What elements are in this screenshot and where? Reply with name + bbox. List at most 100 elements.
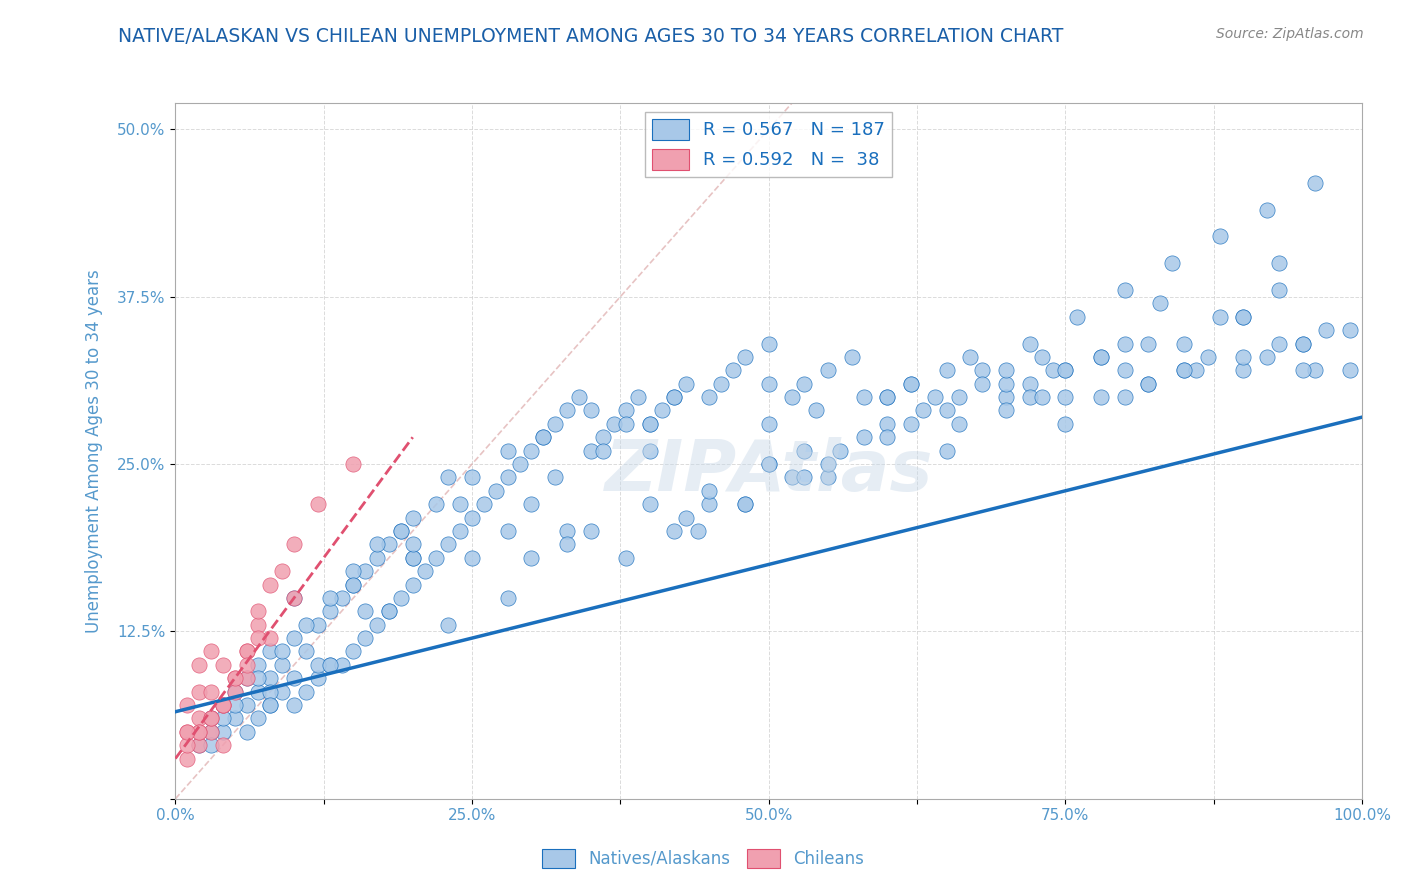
Text: NATIVE/ALASKAN VS CHILEAN UNEMPLOYMENT AMONG AGES 30 TO 34 YEARS CORRELATION CHA: NATIVE/ALASKAN VS CHILEAN UNEMPLOYMENT A… [118,27,1063,45]
Point [1149,296,1171,310]
Point [402,537,425,551]
Point [449,524,471,538]
Point [531,430,554,444]
Point [461,510,484,524]
Point [224,698,246,712]
Point [1268,283,1291,297]
Point [1208,310,1230,324]
Y-axis label: Unemployment Among Ages 30 to 34 years: Unemployment Among Ages 30 to 34 years [86,268,103,632]
Point [758,417,780,431]
Point [876,430,898,444]
Point [366,550,388,565]
Point [271,684,294,698]
Point [354,604,377,618]
Point [1018,390,1040,404]
Point [235,698,257,712]
Point [828,443,851,458]
Point [342,564,364,578]
Point [531,430,554,444]
Point [900,376,922,391]
Point [247,684,270,698]
Point [496,524,519,538]
Point [734,497,756,511]
Point [710,376,733,391]
Point [307,497,329,511]
Point [224,711,246,725]
Point [330,591,353,605]
Point [259,631,281,645]
Point [876,390,898,404]
Point [614,417,637,431]
Point [1292,336,1315,351]
Point [995,376,1018,391]
Point [758,457,780,471]
Point [544,417,567,431]
Point [638,417,661,431]
Point [318,591,340,605]
Point [603,417,626,431]
Point [520,497,543,511]
Point [389,524,412,538]
Point [1054,390,1077,404]
Point [188,711,211,725]
Point [247,657,270,672]
Point [1173,363,1195,377]
Point [651,403,673,417]
Point [972,363,994,377]
Point [235,644,257,658]
Point [1232,350,1254,364]
Point [496,443,519,458]
Point [1137,376,1160,391]
Point [247,617,270,632]
Point [247,711,270,725]
Point [200,724,222,739]
Point [520,443,543,458]
Point [995,403,1018,417]
Point [366,537,388,551]
Point [638,443,661,458]
Point [592,443,614,458]
Point [900,376,922,391]
Point [283,631,305,645]
Point [224,671,246,685]
Point [247,604,270,618]
Point [354,631,377,645]
Point [1054,417,1077,431]
Point [342,577,364,591]
Point [1256,350,1278,364]
Point [366,617,388,632]
Point [496,591,519,605]
Point [924,390,946,404]
Point [307,657,329,672]
Point [283,591,305,605]
Point [402,577,425,591]
Point [1339,323,1361,337]
Point [817,363,839,377]
Point [1232,363,1254,377]
Point [782,470,804,484]
Point [1208,229,1230,244]
Point [188,657,211,672]
Text: Source: ZipAtlas.com: Source: ZipAtlas.com [1216,27,1364,41]
Point [188,724,211,739]
Point [283,671,305,685]
Point [437,470,460,484]
Point [804,403,827,417]
Point [638,417,661,431]
Point [1018,336,1040,351]
Point [1042,363,1064,377]
Point [212,711,235,725]
Point [247,631,270,645]
Point [295,644,318,658]
Point [200,724,222,739]
Point [259,671,281,685]
Point [1114,390,1136,404]
Point [675,376,697,391]
Point [758,336,780,351]
Point [995,363,1018,377]
Point [758,376,780,391]
Point [1197,350,1219,364]
Point [1054,363,1077,377]
Point [330,657,353,672]
Point [295,684,318,698]
